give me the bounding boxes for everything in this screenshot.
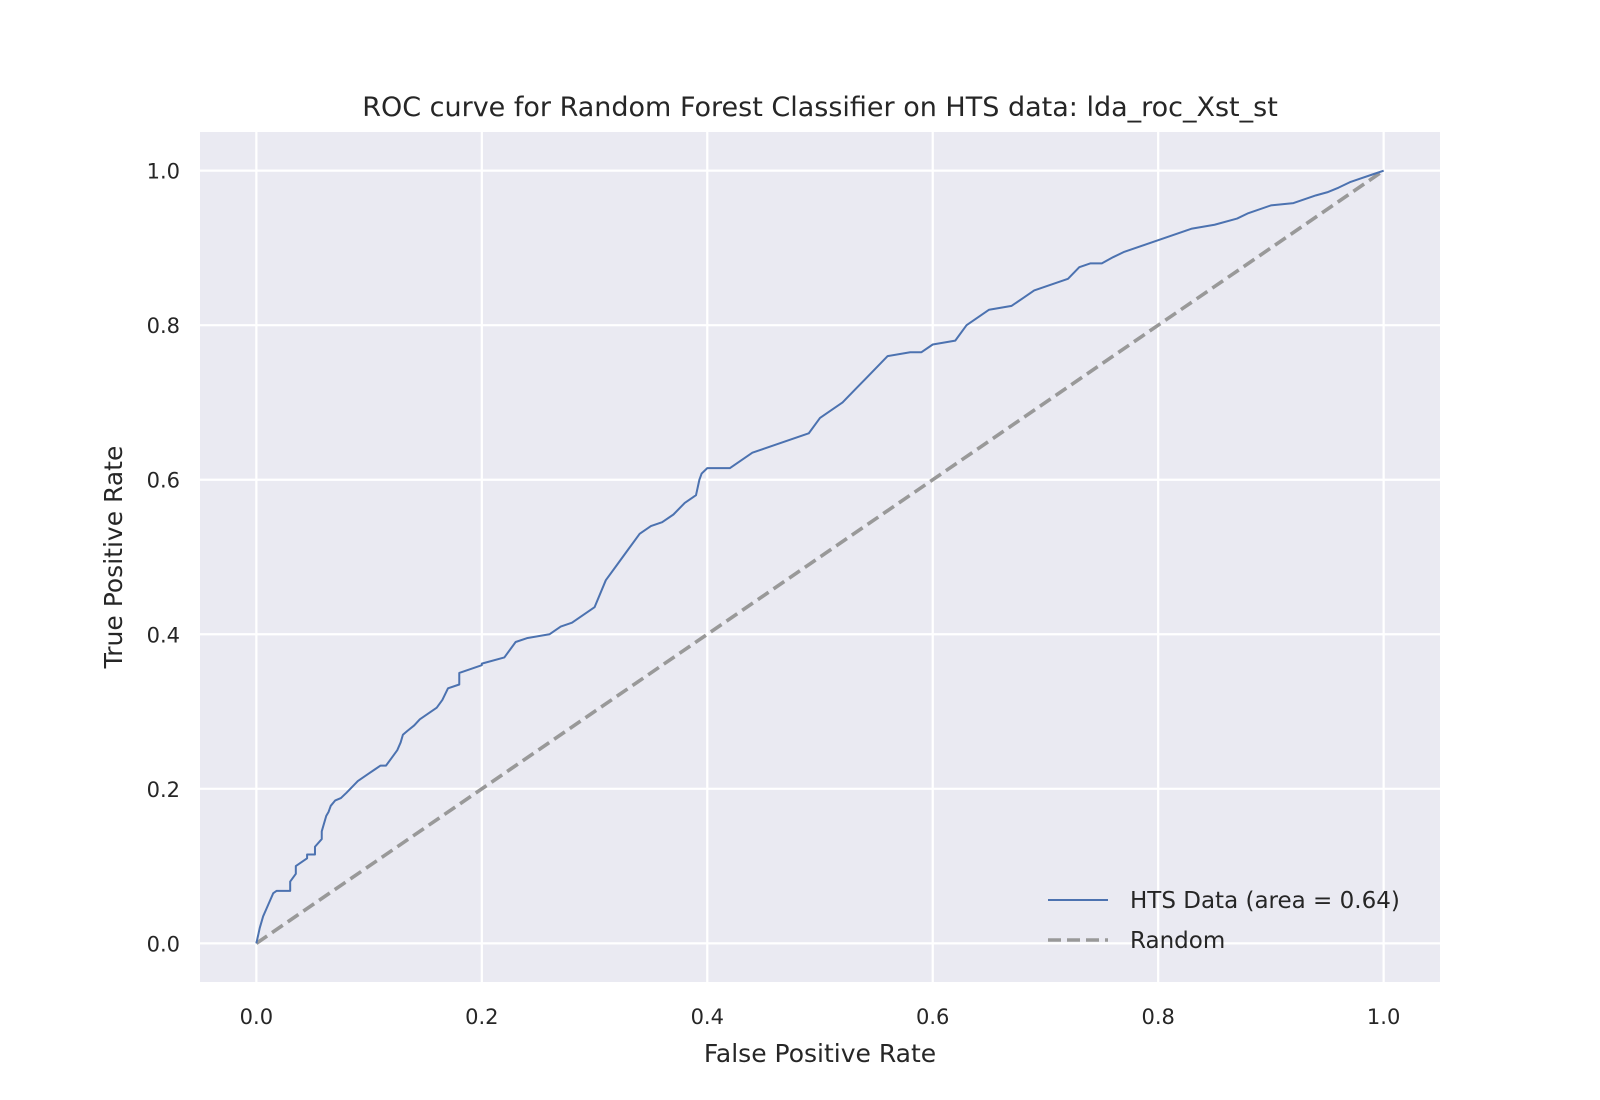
x-tick-label: 0.2 xyxy=(465,1005,498,1029)
x-axis-label: False Positive Rate xyxy=(704,1039,936,1068)
x-tick-labels: 0.0 0.2 0.4 0.6 0.8 1.0 xyxy=(240,1005,1401,1029)
y-tick-label: 1.0 xyxy=(147,160,180,184)
y-tick-label: 0.6 xyxy=(147,469,180,493)
y-tick-label: 0.2 xyxy=(147,778,180,802)
x-tick-label: 0.8 xyxy=(1141,1005,1174,1029)
legend-label-random: Random xyxy=(1130,928,1225,954)
y-tick-labels: 0.0 0.2 0.4 0.6 0.8 1.0 xyxy=(147,160,180,957)
legend: HTS Data (area = 0.64) Random xyxy=(1048,888,1400,954)
legend-label-hts-data: HTS Data (area = 0.64) xyxy=(1130,888,1400,914)
y-tick-label: 0.8 xyxy=(147,314,180,338)
chart-title: ROC curve for Random Forest Classifier o… xyxy=(362,92,1278,123)
series-layer xyxy=(255,169,1385,945)
x-tick-label: 1.0 xyxy=(1367,1005,1400,1029)
grid xyxy=(200,132,1440,982)
y-tick-label: 0.4 xyxy=(147,623,180,647)
x-tick-label: 0.0 xyxy=(240,1005,273,1029)
roc-curve-line xyxy=(255,169,1384,944)
x-tick-label: 0.6 xyxy=(916,1005,949,1029)
y-axis-label: True Positive Rate xyxy=(99,446,128,670)
x-tick-label: 0.4 xyxy=(691,1005,724,1029)
y-tick-label: 0.0 xyxy=(147,932,180,956)
